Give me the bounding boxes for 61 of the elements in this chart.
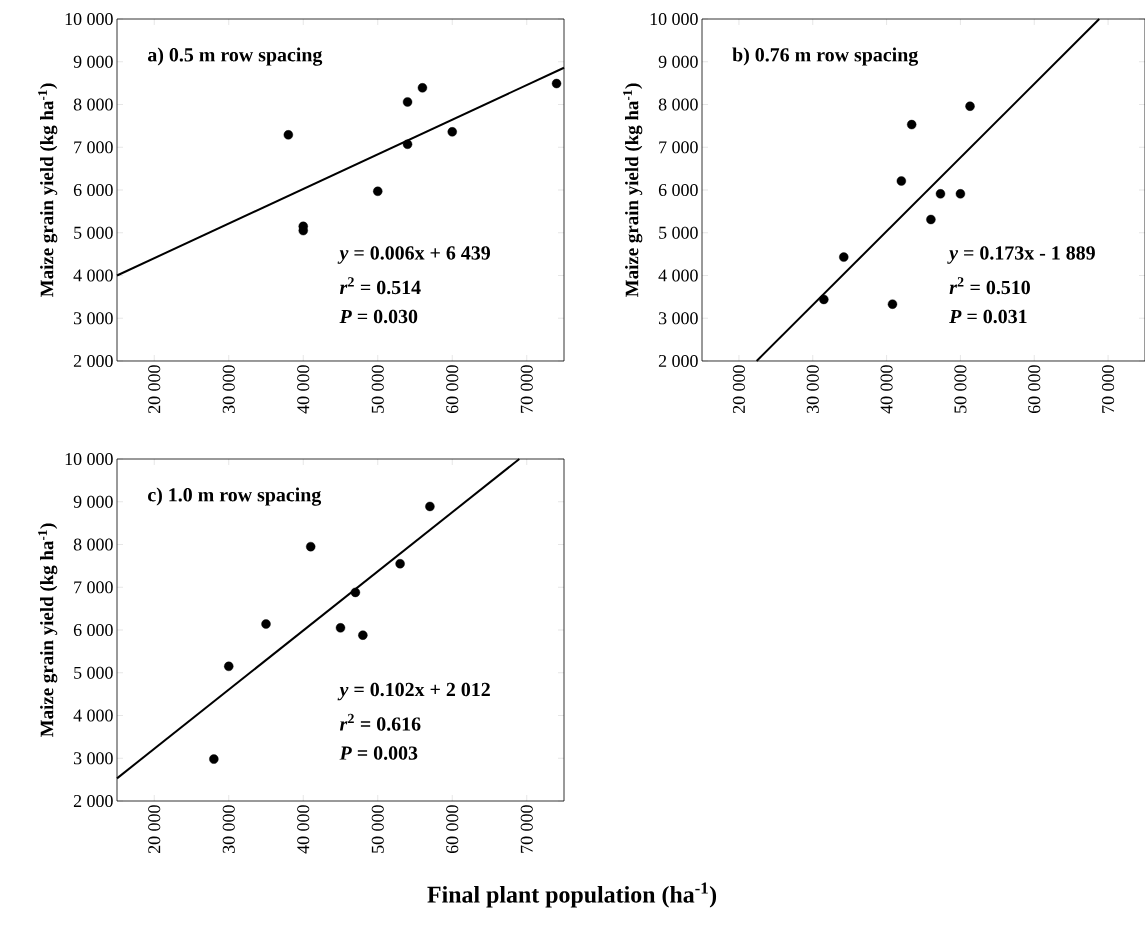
y-tick-label: 9 000 — [73, 55, 113, 68]
y-tick-label: 9 000 — [73, 495, 113, 508]
y-tick-label: 4 000 — [73, 269, 113, 282]
y-tick-label: 3 000 — [73, 312, 113, 325]
x-tick-label: 50 000 — [954, 365, 967, 413]
y-tick-label: 4 000 — [73, 709, 113, 722]
text: b) 0.76 m row spacing — [732, 47, 919, 66]
y-tick-label: 4 000 — [658, 269, 698, 282]
y-tick-label: 8 000 — [73, 98, 113, 111]
x-tick-label: 70 000 — [520, 365, 533, 413]
x-tick-label: 60 000 — [1028, 365, 1041, 414]
y-tick-label: 9 000 — [658, 55, 698, 68]
annotation: P = 0.003 — [339, 746, 418, 760]
y-tick-label: 10 000 — [65, 452, 113, 466]
y-tick-label: 7 000 — [74, 581, 113, 594]
x-tick-label: 30 000 — [806, 365, 819, 413]
y-tick-label: 7 000 — [659, 141, 698, 154]
x-tick-label: 50 000 — [371, 805, 384, 853]
annotation: P = 0.031 — [949, 309, 1027, 324]
y-tick-label: 5 000 — [74, 666, 113, 679]
y-tick-label: 10 000 — [650, 12, 698, 26]
x-tick-label: 60 000 — [446, 365, 459, 414]
x-tick-label: 20 000 — [148, 805, 161, 854]
y-tick-label: 8 000 — [658, 98, 698, 111]
x-tick-label: 30 000 — [222, 805, 235, 853]
y-tick-label: 8 000 — [73, 538, 113, 551]
x-tick-label: 40 000 — [880, 365, 893, 414]
y-axis-title: Maize grain yield (kg ha$^{-1}$) — [38, 523, 58, 737]
x-tick-label: 20 000 — [148, 365, 161, 414]
annotation: y = 0.173x - 1 889 — [947, 246, 1095, 264]
y-tick-label: 3 000 — [73, 752, 113, 765]
y-tick-label: 6 000 — [73, 183, 113, 197]
y-tick-label: 7 000 — [74, 141, 113, 154]
x-tick-label: 60 000 — [446, 805, 459, 854]
y-tick-label: 10 000 — [65, 12, 113, 26]
y-axis-title: Maize grain yield (kg ha$^{-1}$) — [38, 83, 58, 297]
y-tick-label: 2 000 — [73, 354, 113, 368]
y-tick-label: 3 000 — [659, 312, 698, 325]
annotation: y = 0.102x + 2 012 — [337, 682, 490, 701]
y-tick-label: 2 000 — [658, 354, 698, 368]
annotation: r$^{2}$ = 0.510 — [949, 277, 1030, 295]
x-tick-label: 40 000 — [297, 805, 310, 854]
x-tick-label: 30 000 — [222, 365, 235, 413]
text: a) 0.5 m row spacing — [147, 47, 323, 66]
annotation: r$^{2}$ = 0.616 — [339, 713, 421, 731]
annotation: P = 0.030 — [339, 309, 418, 324]
y-tick-label: 6 000 — [73, 623, 113, 637]
y-tick-label: 5 000 — [659, 226, 698, 239]
x-tick-label: 70 000 — [1102, 365, 1115, 413]
y-axis-title: Maize grain yield (kg ha$^{-1}$) — [623, 83, 643, 297]
annotation: r$^{2}$ = 0.514 — [339, 277, 421, 295]
y-tick-label: 2 000 — [73, 794, 113, 808]
x-tick-label: 40 000 — [297, 365, 310, 414]
x-tick-label: 50 000 — [371, 365, 384, 413]
y-tick-label: 5 000 — [74, 226, 113, 239]
y-tick-label: 6 000 — [658, 183, 698, 197]
annotation: y = 0.006x + 6 439 — [337, 246, 490, 264]
x-axis-title: Final plant population (ha$^{-1}$) — [427, 882, 717, 908]
text: c) 1.0 m row spacing — [148, 487, 322, 506]
x-tick-label: 20 000 — [732, 365, 745, 414]
x-tick-label: 70 000 — [520, 805, 533, 853]
